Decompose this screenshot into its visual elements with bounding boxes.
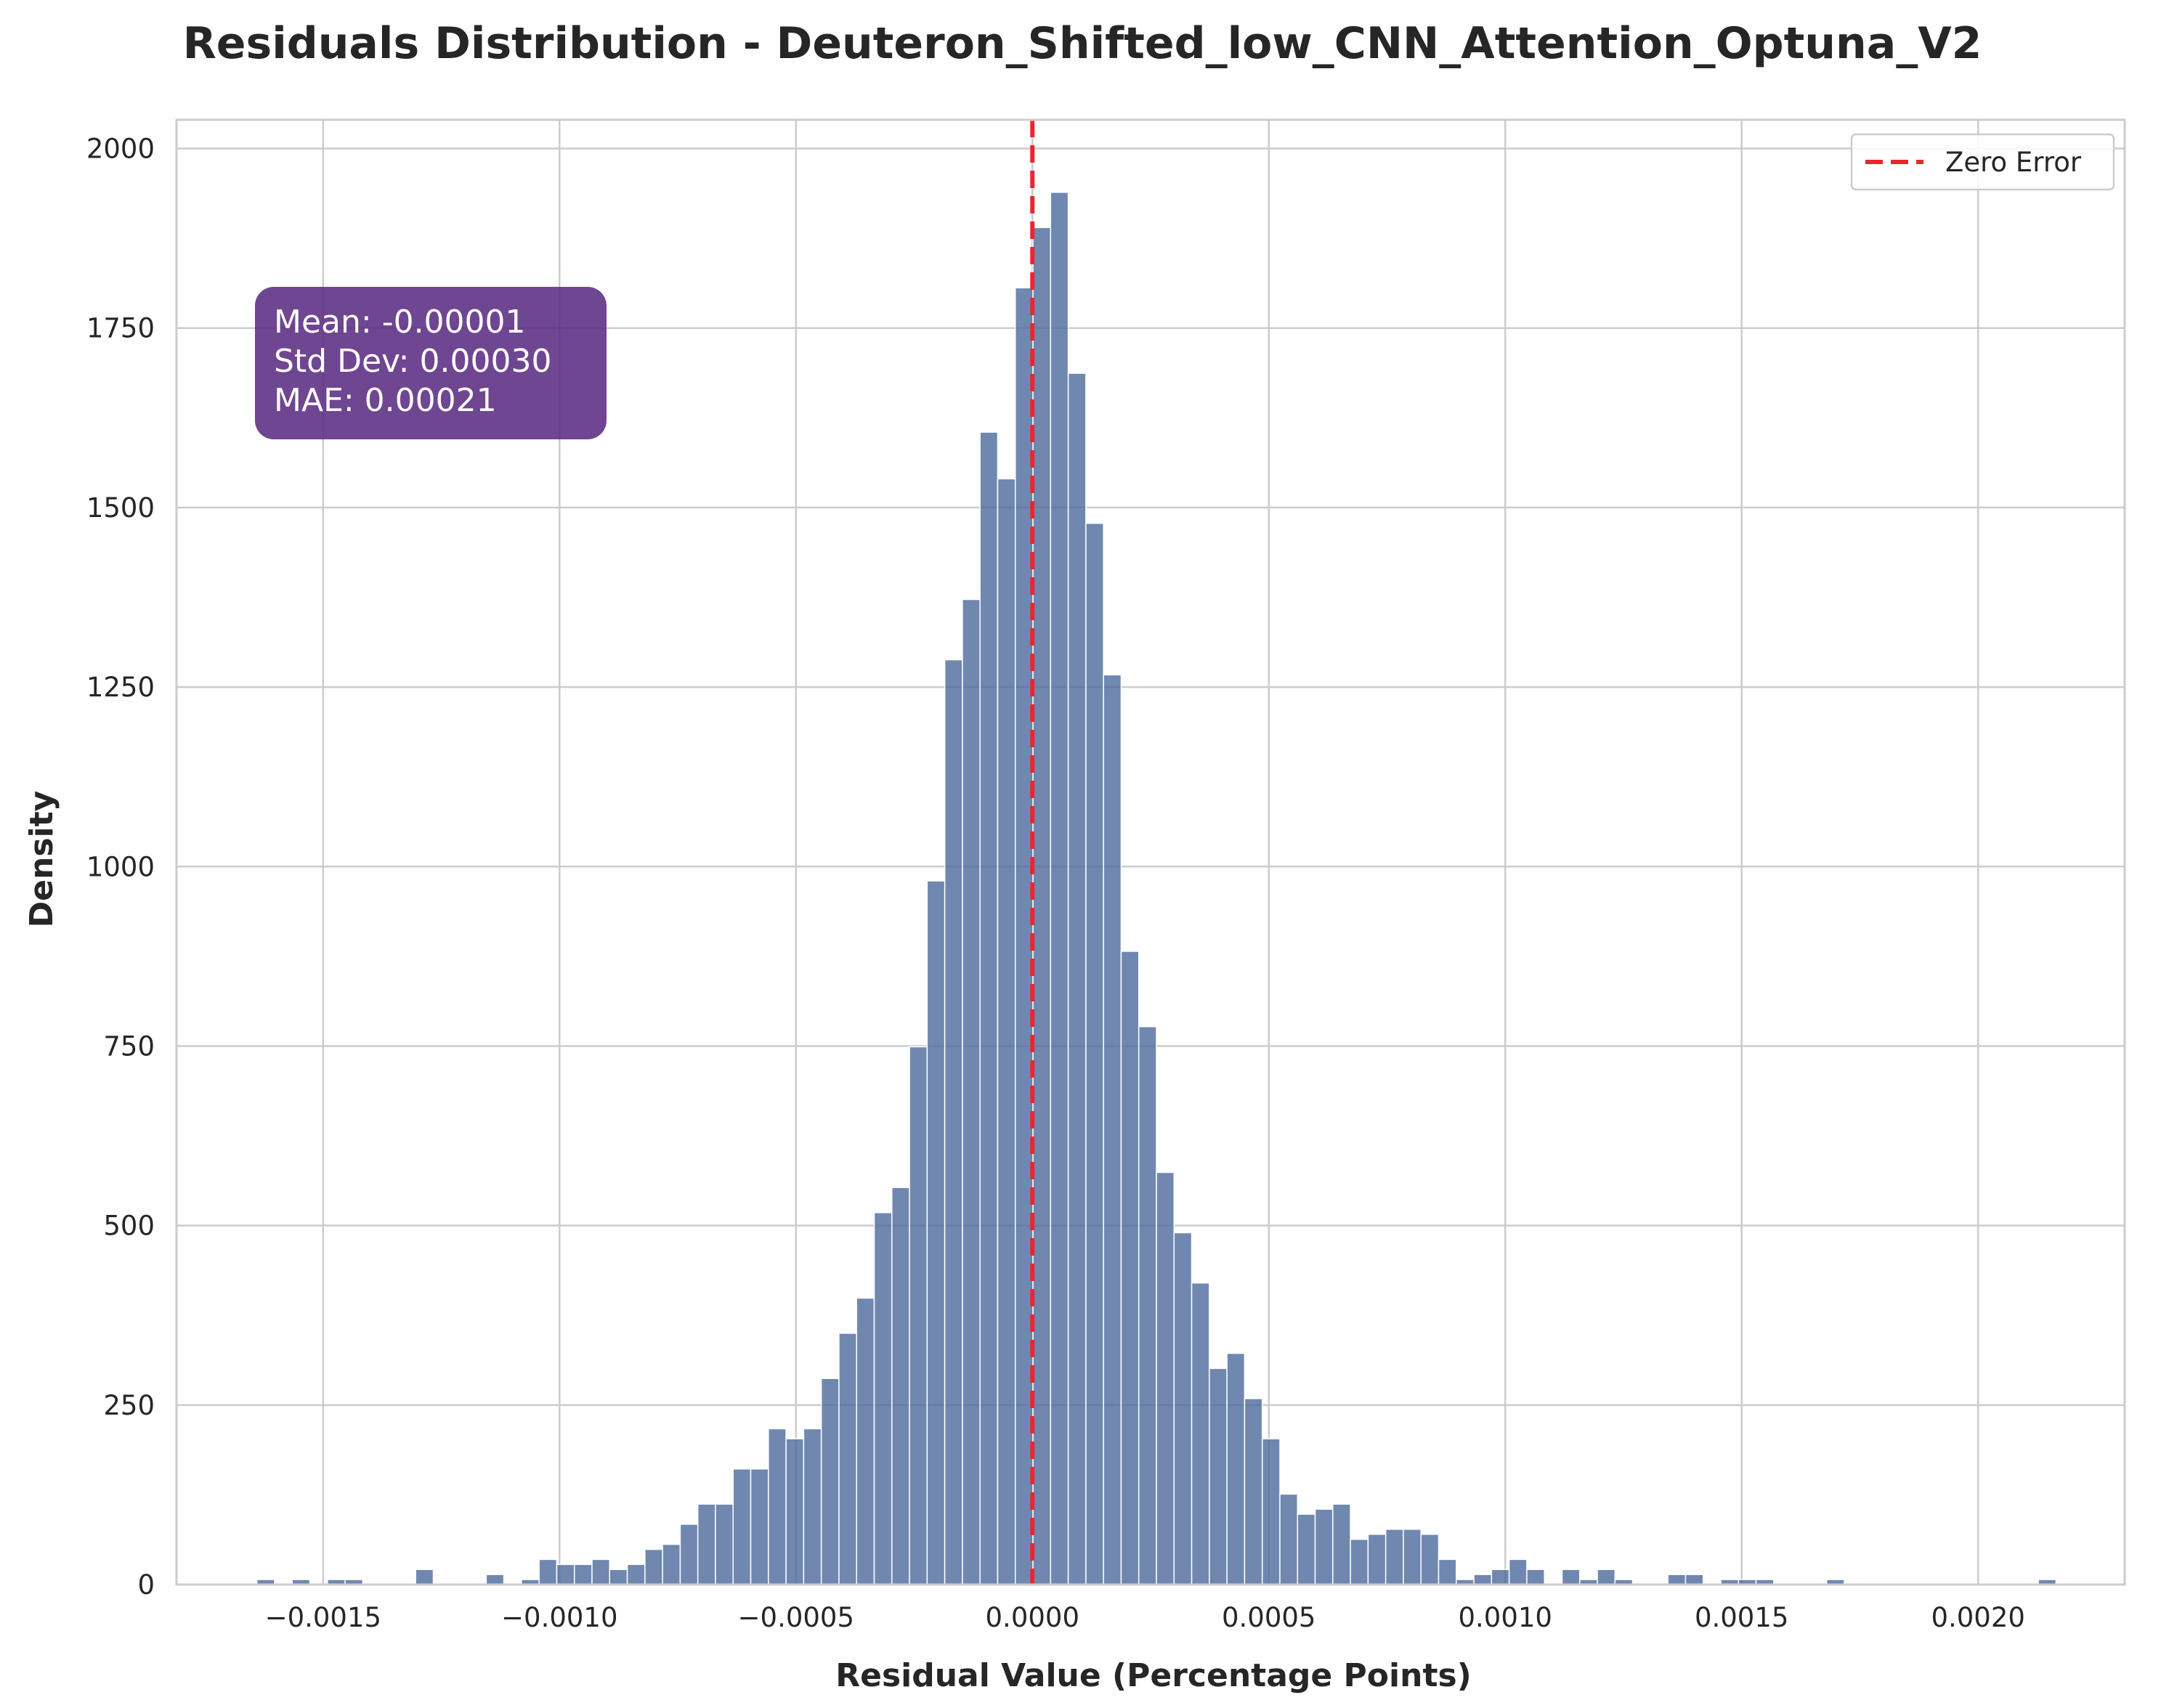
histogram-bar (1350, 1538, 1369, 1585)
x-axis-label: Residual Value (Percentage Points) (835, 1657, 1472, 1694)
y-tick-label: 250 (103, 1390, 155, 1421)
y-tick-label: 1000 (86, 851, 155, 882)
histogram-bar (1032, 227, 1052, 1585)
histogram-bar (979, 431, 999, 1585)
histogram-bar (1067, 373, 1087, 1585)
stats-std-dev: Std Dev: 0.00030 (274, 343, 551, 380)
histogram-bar (873, 1212, 893, 1585)
bars (256, 192, 2057, 1585)
histogram-bar (538, 1558, 558, 1585)
histogram-bar (1226, 1352, 1246, 1585)
histogram-bar (1120, 951, 1140, 1585)
histogram-bar (1438, 1558, 1457, 1585)
histogram-bar (1103, 674, 1122, 1585)
histogram-bar (591, 1558, 611, 1585)
stats-mean: Mean: -0.00001 (274, 304, 526, 341)
histogram-bar (626, 1563, 646, 1585)
histogram-bar (1684, 1574, 1704, 1585)
histogram-bar (926, 880, 946, 1585)
histogram-bar (785, 1438, 805, 1585)
y-axis-label: Density (23, 791, 60, 928)
y-tick-label: 1500 (86, 492, 155, 524)
histogram-bar (1367, 1534, 1387, 1585)
histogram-bar (1420, 1534, 1440, 1585)
histogram-bar (644, 1548, 663, 1585)
histogram-bar (838, 1333, 857, 1585)
histogram-bar (803, 1428, 822, 1585)
x-tick-label: 0.0015 (1695, 1602, 1788, 1633)
legend: Zero Error (1850, 133, 2115, 191)
histogram-bar (1156, 1171, 1175, 1585)
x-tick-label: −0.0005 (738, 1602, 854, 1633)
histogram-bar (944, 659, 963, 1585)
histogram-bar (679, 1524, 699, 1585)
histogram-bar (609, 1569, 628, 1585)
histogram-bar (1050, 192, 1069, 1585)
x-tick-label: −0.0010 (501, 1602, 617, 1633)
y-tick-label: 500 (103, 1211, 155, 1242)
histogram-bar (750, 1468, 769, 1585)
histogram-bar (1508, 1558, 1528, 1585)
legend-box (1850, 133, 2115, 191)
histogram-bar (662, 1543, 681, 1585)
y-tick-label: 1750 (86, 313, 155, 344)
histogram-bar (962, 598, 981, 1585)
histogram-bar (997, 478, 1016, 1585)
histogram-bar (1561, 1569, 1581, 1585)
histogram-bar (891, 1187, 910, 1585)
histogram-bar (1526, 1569, 1545, 1585)
y-tick-label: 2000 (86, 134, 155, 165)
y-tick-label: 750 (103, 1030, 155, 1062)
histogram-bar (1491, 1569, 1510, 1585)
y-axis-ticks: 0 250 500 750 1000 1250 1500 1750 2000 (86, 134, 155, 1601)
histogram-bar (697, 1503, 716, 1585)
x-axis-ticks: −0.0015 −0.0010 −0.0005 0.0000 0.0005 0.0010 0… (265, 1602, 2025, 1633)
histogram-bar (1403, 1529, 1422, 1585)
histogram-bar (1279, 1493, 1299, 1585)
histogram-bar (1297, 1513, 1316, 1585)
x-tick-label: 0.0010 (1458, 1602, 1552, 1633)
histogram-bar (485, 1574, 505, 1585)
x-tick-label: 0.0005 (1222, 1602, 1315, 1633)
histogram-bar (1209, 1367, 1228, 1585)
histogram-bar (1384, 1529, 1404, 1585)
histogram-bar (856, 1297, 875, 1585)
plot-frame (175, 118, 2126, 1586)
y-tick-label: 1250 (86, 672, 155, 703)
histogram-bar (1244, 1398, 1263, 1585)
histogram-bar (820, 1378, 840, 1585)
histogram-bar (1173, 1232, 1193, 1585)
histogram-bar (909, 1046, 928, 1585)
stats-box-background (255, 287, 607, 439)
chart-title: Residuals Distribution - Deuteron_Shifte… (183, 18, 1982, 69)
histogram-bar (768, 1428, 787, 1585)
histogram-bar (715, 1503, 734, 1585)
x-tick-label: −0.0015 (265, 1602, 381, 1633)
histogram-bar (732, 1468, 752, 1585)
histogram-bar (1085, 522, 1104, 1585)
stats-mae: MAE: 0.00021 (274, 382, 497, 419)
histogram-bar (1314, 1508, 1334, 1585)
stats-box: Mean: -0.00001 Std Dev: 0.00030 MAE: 0.0… (255, 287, 607, 439)
histogram-bar (1667, 1574, 1687, 1585)
histogram-bar (1191, 1282, 1210, 1585)
histogram-bar (1138, 1026, 1157, 1585)
histogram-bar (1332, 1503, 1351, 1585)
y-tick-label: 0 (137, 1569, 155, 1601)
histogram-bar (573, 1563, 593, 1585)
histogram-bar (415, 1569, 434, 1585)
histogram-bar (1261, 1438, 1281, 1585)
histogram-bar (1473, 1574, 1493, 1585)
x-tick-label: 0.0000 (986, 1602, 1079, 1633)
x-tick-label: 0.0020 (1931, 1602, 2024, 1633)
legend-label: Zero Error (1945, 147, 2082, 178)
histogram-bar (1597, 1569, 1616, 1585)
histogram-bar (556, 1563, 575, 1585)
